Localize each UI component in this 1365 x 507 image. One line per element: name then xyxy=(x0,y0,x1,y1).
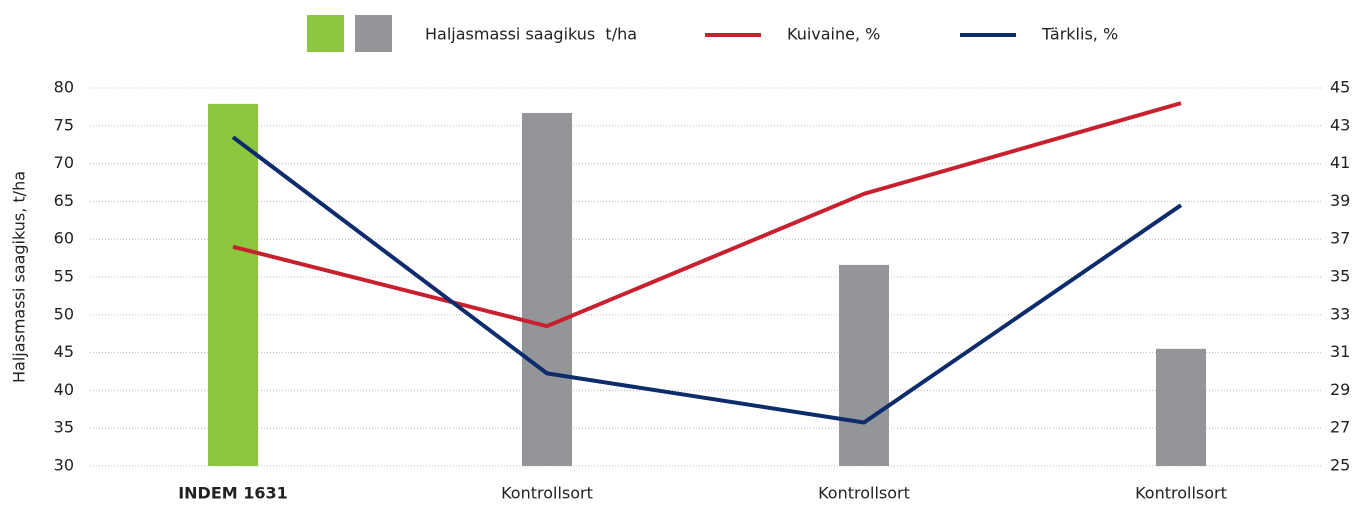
y2-tick-label: 33 xyxy=(1330,304,1350,323)
y2-tick-label: 41 xyxy=(1330,153,1350,172)
legend-label: Haljasmassi saagikus t/ha xyxy=(425,25,637,44)
y2-tick-label: 25 xyxy=(1330,456,1350,475)
y2-tick-label: 39 xyxy=(1330,191,1350,210)
y-tick-label: 40 xyxy=(54,380,74,399)
line-series xyxy=(231,135,1183,425)
y2-tick-label: 37 xyxy=(1330,229,1350,248)
y-tick-label: 60 xyxy=(54,229,74,248)
legend-label: Tärklis, % xyxy=(1041,25,1118,44)
legend-label: Kuivaine, % xyxy=(787,25,880,44)
y2-tick-label: 43 xyxy=(1330,115,1350,134)
bar xyxy=(1156,348,1206,466)
y-tick-label: 30 xyxy=(54,456,74,475)
y-tick-label: 35 xyxy=(54,418,74,437)
line-series xyxy=(232,101,1182,329)
y-tick-label: 75 xyxy=(54,115,74,134)
y2-tick-label: 45 xyxy=(1330,78,1350,97)
bar xyxy=(522,112,572,466)
y-tick-label: 65 xyxy=(54,191,74,210)
y2-tick-label: 31 xyxy=(1330,342,1350,361)
x-tick-label: Kontrollsort xyxy=(501,484,593,503)
bar xyxy=(839,264,889,466)
x-tick-label: Kontrollsort xyxy=(1135,484,1227,503)
y-axis-label: Haljasmassi saagikus, t/ha xyxy=(10,171,29,383)
x-tick-label: INDEM 1631 xyxy=(178,484,288,503)
y-tick-label: 55 xyxy=(54,267,74,286)
bar xyxy=(208,103,258,466)
y-tick-label: 45 xyxy=(54,342,74,361)
y-tick-label: 80 xyxy=(54,78,74,97)
y-tick-label: 70 xyxy=(54,153,74,172)
y2-tick-label: 29 xyxy=(1330,380,1350,399)
legend-swatch xyxy=(307,15,344,52)
x-tick-label: Kontrollsort xyxy=(818,484,910,503)
legend-swatch xyxy=(355,15,392,52)
y2-tick-label: 35 xyxy=(1330,267,1350,286)
y-tick-label: 50 xyxy=(54,304,74,323)
y2-tick-label: 27 xyxy=(1330,418,1350,437)
